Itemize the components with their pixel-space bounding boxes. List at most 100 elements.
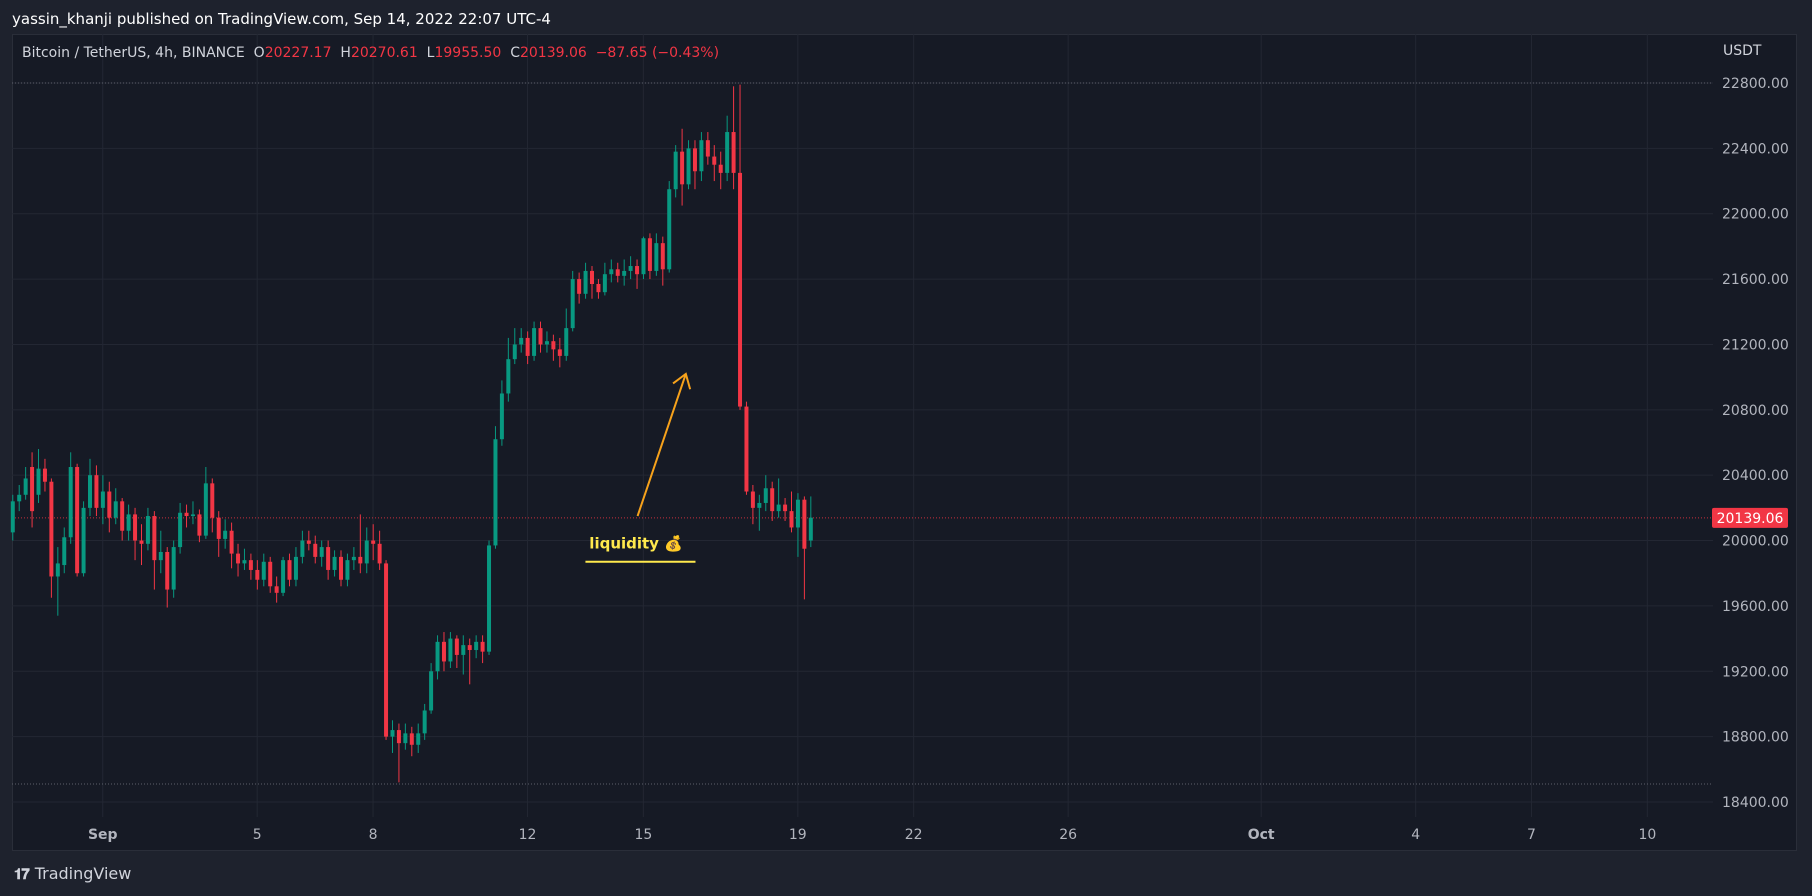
candle bbox=[339, 550, 343, 587]
candle bbox=[68, 452, 73, 544]
candle-body bbox=[113, 501, 118, 518]
candle bbox=[493, 426, 498, 549]
candle bbox=[776, 478, 781, 518]
price-axis: 18400.00 18800.00 19200.00 19600.00 20000.00… bbox=[1712, 76, 1789, 811]
candle-body bbox=[94, 475, 99, 508]
candle-body bbox=[686, 148, 691, 185]
tradingview-logo[interactable]: 𝟏𝟕 TradingView bbox=[14, 864, 131, 883]
candle-body bbox=[577, 279, 582, 294]
time-tick-label: 5 bbox=[253, 827, 262, 843]
candle-body bbox=[248, 560, 253, 570]
candle bbox=[622, 259, 627, 286]
candle-body bbox=[120, 501, 125, 531]
candle-body bbox=[216, 517, 221, 539]
candle bbox=[319, 540, 324, 567]
candle bbox=[30, 452, 35, 528]
candle bbox=[441, 632, 446, 672]
candle-body bbox=[596, 284, 601, 293]
candle bbox=[519, 328, 524, 353]
candle bbox=[165, 547, 170, 608]
candle bbox=[499, 380, 504, 446]
candle bbox=[686, 140, 691, 190]
candle bbox=[409, 726, 414, 757]
candle-body bbox=[506, 359, 511, 394]
price-tick-label: 21600.00 bbox=[1722, 272, 1789, 288]
candle-body bbox=[667, 189, 672, 270]
open-key: O bbox=[253, 45, 265, 61]
candle bbox=[197, 509, 202, 543]
candle bbox=[590, 266, 594, 299]
candle bbox=[120, 498, 125, 541]
candle-body bbox=[261, 561, 266, 580]
candle-body bbox=[441, 641, 446, 662]
candle bbox=[152, 511, 157, 590]
candle bbox=[435, 635, 440, 680]
candle bbox=[480, 635, 485, 664]
time-tick-label: 8 bbox=[369, 827, 378, 843]
currency-label: USDT bbox=[1723, 43, 1762, 59]
footer-bar bbox=[0, 851, 1812, 896]
candle-body bbox=[532, 328, 537, 356]
candle-body bbox=[802, 499, 807, 549]
candle-body bbox=[100, 491, 105, 508]
candle-body bbox=[525, 337, 530, 356]
candle-body bbox=[692, 148, 697, 172]
candle bbox=[293, 547, 298, 587]
candle-body bbox=[75, 467, 80, 574]
chart-pane[interactable] bbox=[12, 34, 1797, 851]
candle bbox=[429, 663, 434, 714]
candle-body bbox=[783, 504, 788, 512]
candle-body bbox=[171, 547, 176, 590]
candle-body bbox=[339, 556, 343, 580]
candle-body bbox=[107, 491, 112, 518]
tradingview-mark-icon: 𝟏𝟕 bbox=[14, 864, 30, 883]
candle bbox=[42, 458, 47, 492]
candle bbox=[88, 458, 92, 517]
candle-body bbox=[10, 501, 15, 533]
candle-body bbox=[660, 243, 665, 270]
candle-body bbox=[770, 488, 775, 512]
candle-body bbox=[158, 551, 163, 561]
candle bbox=[17, 484, 22, 512]
candle-body bbox=[699, 140, 704, 172]
candle bbox=[699, 132, 704, 182]
time-tick-label: 22 bbox=[905, 827, 923, 843]
candle bbox=[36, 449, 41, 503]
candle bbox=[216, 511, 221, 557]
candle bbox=[49, 478, 54, 598]
candle bbox=[738, 84, 743, 410]
candle-body bbox=[62, 537, 67, 566]
candle bbox=[210, 478, 215, 533]
symbol-name: Bitcoin / TetherUS, 4h, BINANCE bbox=[22, 45, 245, 61]
candle-body bbox=[763, 488, 768, 503]
candle bbox=[248, 553, 253, 580]
candle bbox=[332, 550, 337, 577]
candle-body bbox=[609, 269, 614, 275]
candle-body bbox=[351, 556, 356, 561]
candle bbox=[236, 543, 241, 577]
price-tick-label: 18800.00 bbox=[1722, 730, 1789, 746]
high-value: 20270.61 bbox=[350, 45, 418, 61]
candle-body bbox=[808, 517, 813, 541]
candle-body bbox=[467, 645, 472, 651]
low-value: 19955.50 bbox=[434, 45, 502, 61]
candle bbox=[583, 262, 588, 299]
candle-body bbox=[750, 491, 755, 508]
candle-body bbox=[145, 516, 150, 544]
candle-body bbox=[332, 556, 337, 570]
price-tick-label: 22000.00 bbox=[1722, 207, 1789, 223]
candle bbox=[564, 308, 569, 361]
candle-body bbox=[403, 733, 408, 744]
candle-body bbox=[358, 556, 363, 564]
price-tick-label: 20800.00 bbox=[1722, 403, 1789, 419]
candle bbox=[454, 635, 459, 668]
candle bbox=[538, 321, 543, 353]
candle-body bbox=[628, 266, 633, 271]
candle bbox=[81, 501, 86, 577]
candle-body bbox=[81, 507, 86, 574]
candle-body bbox=[126, 514, 131, 531]
candle bbox=[802, 496, 807, 600]
candle-body bbox=[474, 641, 479, 651]
change-value: −87.65 (−0.43%) bbox=[595, 45, 720, 61]
